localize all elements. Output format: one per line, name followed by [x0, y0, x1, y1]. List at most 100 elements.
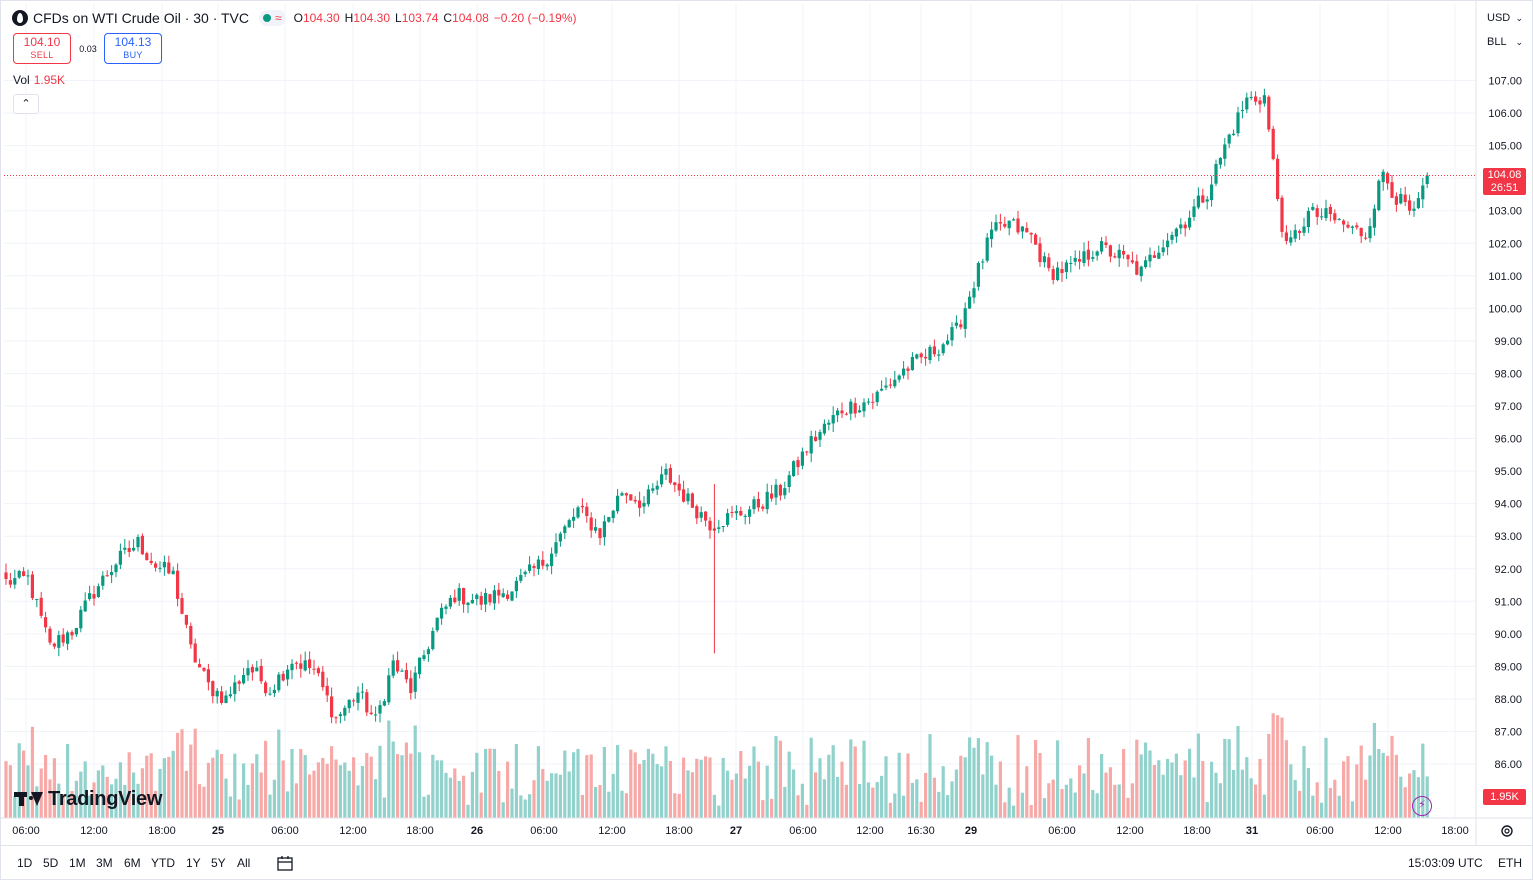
candle-body: [1152, 255, 1156, 258]
date-range-icon[interactable]: [276, 854, 294, 872]
candle-body: [1016, 218, 1020, 233]
gear-icon[interactable]: [1500, 824, 1514, 838]
volume-bar: [484, 748, 488, 818]
candle: [8, 572, 12, 588]
candle: [871, 393, 875, 410]
price-axis[interactable]: 107.00106.00105.00104.00103.00102.00101.…: [0, 0, 1533, 845]
volume-bar: [237, 799, 241, 818]
x-tick-label: 26: [471, 825, 483, 837]
candle: [1302, 217, 1306, 236]
candle-body: [730, 511, 734, 513]
candle-body: [308, 659, 312, 669]
volume-bar: [963, 757, 967, 818]
collapse-legend-button[interactable]: ⌃: [13, 94, 39, 114]
candle-body: [972, 288, 976, 298]
candle-body: [880, 388, 884, 391]
volume-bar: [1315, 782, 1319, 818]
lightning-icon[interactable]: ⚡: [1412, 796, 1432, 816]
candle: [875, 390, 879, 407]
candle-body: [140, 535, 144, 555]
volume-bar: [132, 772, 136, 818]
volume-bar: [594, 786, 598, 818]
volume-bar: [1117, 784, 1121, 818]
candle: [506, 590, 510, 601]
tradingview-logo[interactable]: TradingView: [14, 787, 162, 811]
candle: [1122, 244, 1126, 259]
sell-button[interactable]: 104.10 SELL: [13, 33, 71, 64]
volume-bar: [1174, 753, 1178, 818]
buy-price: 104.13: [114, 35, 152, 49]
volume-bar: [39, 768, 43, 818]
candle: [176, 563, 180, 607]
range-5y-button[interactable]: 5Y: [211, 856, 226, 870]
volume-bar: [176, 732, 180, 818]
x-tick-label: 31: [1246, 825, 1258, 837]
volume-bar: [532, 780, 536, 818]
candle: [233, 675, 237, 702]
volume-bar: [101, 765, 105, 818]
candle-body: [528, 564, 532, 571]
unit-select[interactable]: BLL ⌄: [1483, 33, 1527, 51]
y-tick-label: 91.00: [1494, 596, 1522, 608]
candle: [294, 661, 298, 670]
volume-bar: [70, 790, 74, 818]
candle: [13, 569, 17, 589]
range-6m-button[interactable]: 6M: [124, 856, 141, 870]
y-tick-label: 89.00: [1494, 661, 1522, 673]
volume-bar: [479, 792, 483, 818]
range-1m-button[interactable]: 1M: [69, 856, 86, 870]
candle-body: [1421, 185, 1425, 200]
volume-bar: [862, 740, 866, 818]
candle: [74, 627, 78, 637]
range-1y-button[interactable]: 1Y: [186, 856, 201, 870]
candle-body: [1210, 184, 1214, 201]
candle: [167, 555, 171, 575]
candle-body: [57, 635, 61, 648]
candle: [580, 498, 584, 514]
volume-bar: [162, 758, 166, 818]
range-3m-button[interactable]: 3M: [96, 856, 113, 870]
range-ytd-button[interactable]: YTD: [151, 856, 175, 870]
volume-bar: [1113, 784, 1117, 818]
candle-body: [752, 499, 756, 510]
volume-bar: [435, 760, 439, 818]
volume-bar: [404, 742, 408, 818]
candle-body: [682, 489, 686, 502]
candle-body: [506, 594, 510, 599]
range-all-button[interactable]: All: [237, 856, 251, 870]
candle-body: [664, 468, 668, 475]
volume-bar: [1016, 735, 1020, 818]
candle: [1174, 227, 1178, 243]
candle: [396, 651, 400, 674]
candle: [532, 563, 536, 577]
x-tick-label: 06:00: [12, 825, 40, 837]
x-tick-label: 06:00: [1306, 825, 1334, 837]
candle-body: [611, 510, 615, 519]
volume-bar: [448, 777, 452, 818]
candle: [158, 561, 162, 573]
candle-body: [928, 347, 932, 360]
candle: [382, 698, 386, 707]
currency-select[interactable]: USD ⌄: [1483, 9, 1527, 27]
candle: [1355, 222, 1359, 230]
time-axis[interactable]: 06:00 12:00 18:00 25 06:00 12:00 18:00 26 06:00 1…: [12, 825, 1469, 837]
candle-body: [1020, 226, 1024, 232]
symbol-title[interactable]: CFDs on WTI Crude Oil · 30 · TVC: [33, 10, 250, 26]
session-label[interactable]: ETH: [1498, 856, 1522, 870]
utc-clock[interactable]: 15:03:09 UTC: [1408, 856, 1483, 870]
candle-body: [884, 385, 888, 388]
volume-bar: [721, 757, 725, 818]
y-tick-label: 88.00: [1494, 694, 1522, 706]
candle: [849, 398, 853, 421]
candle-body: [259, 665, 263, 682]
candle: [941, 342, 945, 356]
range-1d-button[interactable]: 1D: [17, 856, 33, 870]
candle-body: [673, 482, 677, 486]
range-5d-button[interactable]: 5D: [43, 856, 59, 870]
buy-button[interactable]: 104.13 BUY: [104, 33, 162, 64]
volume-bar: [1240, 769, 1244, 818]
volume-bar: [1223, 738, 1227, 818]
candle-body: [1320, 216, 1324, 218]
market-status-pill[interactable]: ≈: [259, 10, 286, 26]
